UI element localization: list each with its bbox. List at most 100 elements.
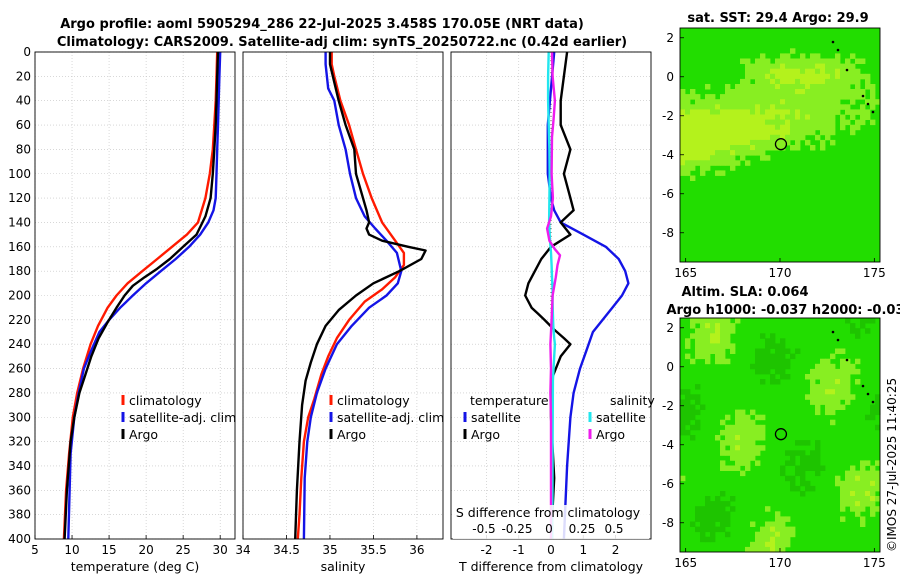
map-cell xyxy=(760,109,766,115)
map-cell xyxy=(850,94,856,100)
map-cell xyxy=(750,145,756,151)
map-cell xyxy=(760,414,766,421)
map-cell xyxy=(690,358,696,365)
map-cell xyxy=(815,134,821,141)
x-tick-label: 175 xyxy=(863,556,886,570)
map-cell xyxy=(785,99,791,105)
map-cell xyxy=(735,465,741,471)
map-cell xyxy=(750,99,756,105)
map-cell xyxy=(820,119,826,126)
map-cell xyxy=(720,170,726,176)
legend-label: Argo xyxy=(337,427,366,442)
axes-box xyxy=(34,51,236,540)
map-cell xyxy=(785,450,791,456)
island-mark xyxy=(861,384,865,388)
island-mark xyxy=(836,48,840,52)
map-cell xyxy=(805,58,811,64)
map-cell xyxy=(800,491,806,497)
y-tick-label: 20 xyxy=(16,69,31,83)
map-cell xyxy=(690,114,696,120)
map-cell xyxy=(845,379,851,385)
map-cell xyxy=(790,475,796,482)
map-cell xyxy=(700,511,706,517)
map-cell xyxy=(875,424,881,431)
map-cell xyxy=(755,358,761,365)
map-cell xyxy=(775,145,781,151)
y-tick-label: 320 xyxy=(8,435,31,449)
map-cell xyxy=(750,419,756,426)
map-cell xyxy=(800,119,806,126)
map-cell xyxy=(835,89,841,95)
map-cell xyxy=(770,68,776,75)
map-cell xyxy=(865,485,871,492)
map-cell xyxy=(705,84,711,90)
y-tick-label: 340 xyxy=(8,459,31,473)
map-cell xyxy=(685,409,691,416)
map-cell xyxy=(795,94,801,100)
argo-location-marker xyxy=(774,138,788,151)
map-cell xyxy=(755,119,761,126)
x-tick-label: 0 xyxy=(547,543,555,557)
map-cell xyxy=(710,129,716,136)
map-cell xyxy=(715,511,721,517)
map-cell xyxy=(730,450,736,456)
map-cell xyxy=(760,129,766,136)
map-cell xyxy=(780,358,786,365)
map-cell xyxy=(745,124,751,131)
map-cell xyxy=(685,419,691,426)
y-tick-label: 140 xyxy=(8,215,31,229)
map-cell xyxy=(785,109,791,115)
salinity-tick-label: -0.5 xyxy=(472,522,495,536)
map-cell xyxy=(715,506,721,512)
map-cell xyxy=(745,145,751,151)
map-cell xyxy=(795,58,801,64)
map-cell xyxy=(695,160,701,166)
map-cell xyxy=(810,384,816,390)
map-cell xyxy=(715,526,721,533)
map-cell xyxy=(810,394,816,400)
map-cell xyxy=(845,480,851,487)
map-cell xyxy=(720,511,726,517)
map-cell xyxy=(730,424,736,431)
map-cell xyxy=(740,99,746,105)
map-cell xyxy=(750,104,756,110)
map-cell xyxy=(815,109,821,115)
map-cell xyxy=(840,358,846,365)
map-cell xyxy=(710,333,716,339)
map-cell xyxy=(715,353,721,360)
map-cell xyxy=(825,379,831,385)
map-cell xyxy=(725,450,731,456)
map-cell xyxy=(715,170,721,176)
map-cell xyxy=(790,455,796,461)
map-cell xyxy=(735,114,741,120)
map-cell xyxy=(745,89,751,95)
map-cell xyxy=(775,531,781,538)
map-cell xyxy=(715,348,721,354)
map-cell xyxy=(845,63,851,70)
map-cell xyxy=(750,521,756,527)
map-cell xyxy=(795,89,801,95)
map-cell xyxy=(735,124,741,131)
map-cell xyxy=(780,536,786,543)
map-cell xyxy=(725,424,731,431)
map-cell xyxy=(850,506,856,512)
map-cell xyxy=(705,119,711,126)
map-cell xyxy=(745,445,751,451)
map-cell xyxy=(680,409,686,416)
map-cell xyxy=(790,48,796,54)
map-cell xyxy=(715,323,721,329)
map-cell xyxy=(850,368,856,375)
map-cell xyxy=(695,409,701,416)
map-cell xyxy=(745,63,751,70)
map-cell xyxy=(800,99,806,105)
map-cell xyxy=(750,63,756,70)
map-cell xyxy=(785,536,791,543)
map-cell xyxy=(715,150,721,156)
y-tick-label: 80 xyxy=(16,142,31,156)
y-tick-label: -6 xyxy=(662,187,674,201)
map-cell xyxy=(715,343,721,349)
map-cell xyxy=(760,155,766,161)
map-cell xyxy=(800,73,806,80)
map-cell xyxy=(680,170,686,176)
